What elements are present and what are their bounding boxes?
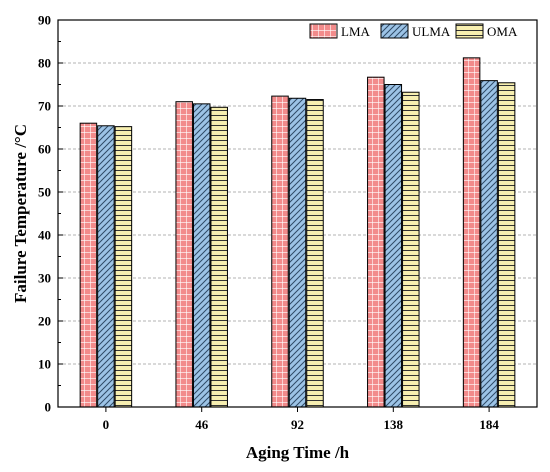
bar-oma-46 (210, 106, 228, 408)
bar-ulma-92 (288, 97, 307, 408)
legend-label-oma: OMA (487, 24, 518, 39)
y-axis-title: Failure Temperature /°C (11, 124, 30, 303)
bar-lma-184 (462, 57, 481, 408)
x-tick-label: 92 (291, 417, 304, 432)
x-axis: 0 46 92 138 184 (103, 407, 499, 432)
bar-lma-46 (175, 101, 193, 408)
legend-swatch-oma (455, 23, 484, 39)
bar-oma-0 (114, 126, 133, 408)
y-tick-label: 20 (38, 314, 51, 329)
y-tick-label: 30 (38, 271, 51, 286)
bar-oma-92 (306, 99, 324, 408)
bar-ulma-184 (480, 80, 498, 408)
bar-ulma-0 (97, 125, 115, 408)
bar-lma-92 (271, 95, 289, 408)
bar-oma-138 (402, 91, 420, 408)
legend-label-lma: LMA (341, 24, 371, 39)
y-tick-label: 80 (38, 56, 51, 71)
x-axis-title: Aging Time /h (246, 443, 350, 462)
bar-ulma-138 (384, 84, 403, 408)
legend-label-ulma: ULMA (412, 24, 451, 39)
legend: LMA ULMA OMA (309, 23, 518, 39)
bar-lma-0 (79, 122, 98, 408)
bar-lma-138 (367, 76, 385, 408)
bar-ulma-46 (192, 103, 211, 408)
bar-oma-184 (497, 82, 516, 408)
y-tick-label: 10 (38, 357, 51, 372)
y-tick-label: 90 (38, 13, 51, 28)
y-tick-label: 60 (38, 142, 51, 157)
y-tick-label: 0 (45, 400, 52, 415)
legend-swatch-ulma (380, 23, 409, 39)
x-tick-label: 0 (103, 417, 110, 432)
legend-swatch-lma (309, 23, 338, 39)
y-axis: 0 10 20 30 40 50 60 70 80 90 (38, 13, 63, 415)
bars (79, 57, 516, 408)
y-tick-label: 40 (38, 228, 51, 243)
x-tick-label: 46 (195, 417, 209, 432)
x-tick-label: 184 (479, 417, 499, 432)
y-tick-label: 50 (38, 185, 51, 200)
y-tick-label: 70 (38, 99, 51, 114)
x-tick-label: 138 (384, 417, 404, 432)
